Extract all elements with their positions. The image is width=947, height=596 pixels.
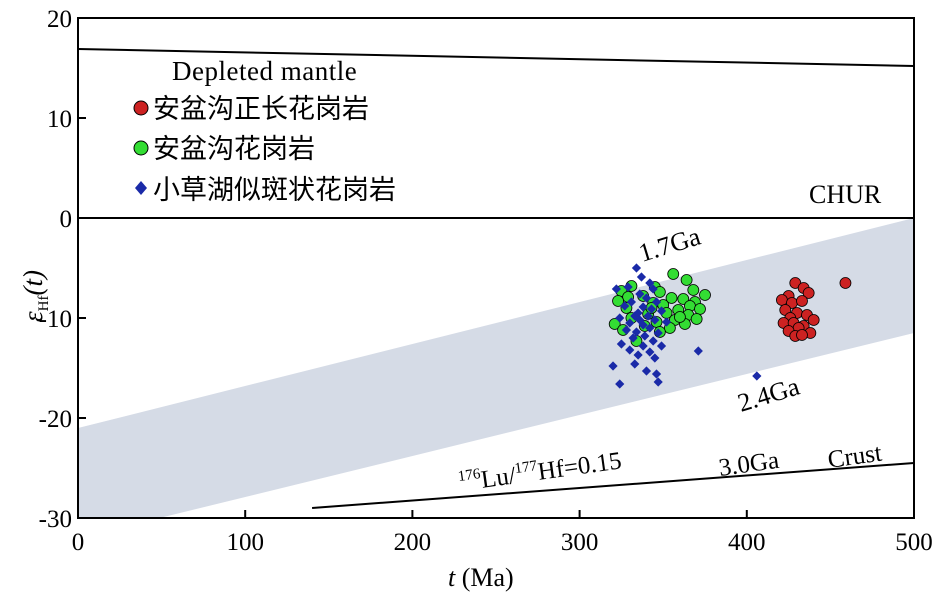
data-point xyxy=(693,346,703,356)
y-tick-label: 0 xyxy=(60,206,73,233)
data-point xyxy=(638,320,648,330)
legend-marker-series-1 xyxy=(133,100,149,116)
data-point xyxy=(612,295,624,307)
data-point xyxy=(796,329,808,341)
data-point xyxy=(648,284,658,294)
data-point xyxy=(626,297,637,307)
data-point xyxy=(615,379,625,389)
data-point xyxy=(623,282,633,292)
data-point xyxy=(636,272,647,282)
data-point xyxy=(674,311,686,323)
data-point xyxy=(638,302,648,312)
data-point xyxy=(625,345,635,355)
crust-line xyxy=(312,462,914,509)
data-point xyxy=(650,353,660,363)
data-point xyxy=(796,295,808,307)
data-point xyxy=(621,325,632,335)
data-point xyxy=(690,313,703,325)
data-point xyxy=(656,341,667,351)
data-point xyxy=(648,336,658,346)
data-point xyxy=(643,311,653,321)
data-point xyxy=(633,350,643,360)
data-point xyxy=(611,284,621,294)
data-point xyxy=(645,347,655,357)
data-point xyxy=(645,278,655,288)
data-point xyxy=(651,297,662,307)
x-tick-label: 100 xyxy=(226,529,264,556)
data-point xyxy=(650,315,660,325)
data-point xyxy=(631,327,642,337)
legend-marker-series-2 xyxy=(133,140,149,156)
data-point xyxy=(653,328,663,338)
data-point xyxy=(640,331,650,341)
label-2-4ga: 2.4Ga xyxy=(734,372,803,418)
x-axis-label: t (Ma) xyxy=(448,563,514,592)
data-point xyxy=(635,289,645,299)
x-tick-label: 300 xyxy=(561,529,599,556)
data-point xyxy=(699,289,711,301)
plot-frame xyxy=(77,17,915,519)
data-point xyxy=(641,293,652,303)
x-tick-label: 200 xyxy=(394,529,432,556)
data-point xyxy=(656,306,667,316)
data-point xyxy=(616,339,626,349)
data-point xyxy=(651,369,662,379)
data-point xyxy=(608,361,618,371)
data-point xyxy=(630,359,640,369)
data-point xyxy=(661,317,672,327)
data-point xyxy=(615,313,625,323)
y-tick-label: 20 xyxy=(47,6,72,33)
x-tick-label: 500 xyxy=(895,529,933,556)
x-tick-label: 0 xyxy=(72,529,85,556)
data-point xyxy=(667,268,680,280)
age-3-0ga-label: 3.0Ga xyxy=(717,447,781,482)
data-point xyxy=(839,277,852,289)
data-point xyxy=(680,274,693,286)
y-tick-label: 10 xyxy=(47,106,72,133)
legend-label-series-3: 小草湖似斑状花岗岩 xyxy=(153,175,396,206)
data-point xyxy=(638,341,648,351)
data-point xyxy=(807,314,820,326)
legend: Depleted mantle 安盆沟正长花岗岩 安盆沟花岗岩 小草湖似斑状花岗… xyxy=(133,56,396,206)
data-point xyxy=(687,284,700,296)
data-point xyxy=(620,301,630,311)
data-point xyxy=(694,303,706,315)
y-tick-label: -10 xyxy=(39,306,72,333)
data-point xyxy=(646,304,657,314)
legend-label-series-1: 安盆沟正长花岗岩 xyxy=(153,94,369,125)
y-tick-label: -30 xyxy=(39,506,72,533)
data-point xyxy=(752,371,762,381)
crust-label: Crust xyxy=(826,440,883,474)
x-tick-label: 400 xyxy=(728,529,766,556)
chur-label: CHUR xyxy=(809,180,882,209)
data-point xyxy=(631,263,642,273)
label-1-7ga: 1.7Ga xyxy=(635,222,704,268)
data-point xyxy=(665,292,678,304)
legend-title: Depleted mantle xyxy=(172,56,357,86)
data-point xyxy=(641,366,652,376)
data-point xyxy=(645,323,655,333)
y-tick-label: -20 xyxy=(39,406,72,433)
depleted-mantle-line xyxy=(78,48,914,67)
data-point xyxy=(608,318,621,330)
legend-label-series-2: 安盆沟花岗岩 xyxy=(153,134,315,165)
y-axis-label: εHf(t) xyxy=(18,270,52,322)
lu-hf-label: 176Lu/177Hf=0.15 xyxy=(457,446,623,497)
data-point xyxy=(776,294,788,306)
data-point xyxy=(625,318,635,328)
data-point xyxy=(653,377,663,387)
data-point xyxy=(802,287,815,299)
data-point xyxy=(628,333,638,343)
data-point xyxy=(635,315,645,325)
legend-marker-series-3 xyxy=(135,181,147,195)
